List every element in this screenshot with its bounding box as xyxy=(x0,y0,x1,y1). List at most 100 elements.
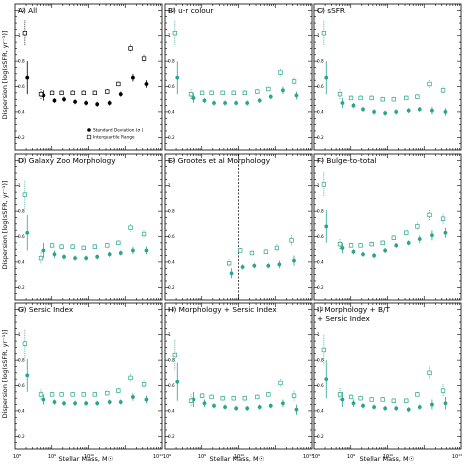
y-tick-label: 1 xyxy=(317,332,320,337)
panel-d: 0.2 0.4 0.6 0.8 1 1.2D) Galaxy Zoo Morphology xyxy=(14,153,163,301)
std-point xyxy=(223,405,227,410)
series-filled-e xyxy=(229,255,296,279)
legend-std-label: Standard Deviation (σ ) xyxy=(93,128,144,134)
x-tick-label: 10¹¹ xyxy=(452,454,462,460)
std-point xyxy=(372,110,376,114)
std-point xyxy=(41,397,46,402)
iqr-point xyxy=(49,90,55,96)
std-point xyxy=(383,406,388,411)
std-point xyxy=(268,94,273,99)
std-point xyxy=(266,263,271,268)
y-tick-label: 1.2 xyxy=(317,307,324,312)
std-point xyxy=(223,101,227,105)
iqr-point xyxy=(59,90,64,96)
iqr-point xyxy=(415,94,420,99)
panel-f: 0.2 0.4 0.6 0.8 1 1.2F) Bulge-to-total xyxy=(313,153,462,301)
std-point xyxy=(131,248,135,253)
y-tick-label: 1 xyxy=(18,183,21,188)
iqr-point xyxy=(128,225,133,230)
iqr-point xyxy=(391,398,396,403)
legend-iqr-marker xyxy=(86,134,92,140)
y-tick-label: 0.6 xyxy=(168,234,175,239)
y-tick-label: 0.8 xyxy=(168,209,175,214)
std-point xyxy=(394,243,399,248)
panel-h-title: H) Morphology + Sersic Index xyxy=(168,305,277,314)
iqr-point xyxy=(128,46,133,51)
std-point xyxy=(340,101,345,105)
std-point xyxy=(175,379,180,384)
iqr-point xyxy=(440,216,446,221)
std-point xyxy=(340,246,345,250)
iqr-point xyxy=(427,370,432,375)
panel-c-title: C) sSFR xyxy=(317,6,345,15)
panel-d-title: D) Galaxy Zoo Morphology xyxy=(18,156,116,165)
iqr-point xyxy=(38,255,44,261)
iqr-point xyxy=(404,230,409,235)
iqr-point xyxy=(141,382,147,387)
series-filled-f xyxy=(324,209,448,259)
x-tick-label: 10⁹ xyxy=(347,454,355,460)
iqr-point xyxy=(172,31,178,36)
panel-i-title-line2: + Sersic Index xyxy=(317,314,370,323)
iqr-point xyxy=(220,90,225,96)
iqr-point xyxy=(105,243,110,248)
iqr-point xyxy=(220,396,225,401)
x-tick-label: 10⁹ xyxy=(198,454,206,460)
std-point xyxy=(324,377,329,382)
panel-i-title: I) Morphology + B/T xyxy=(317,305,390,314)
iqr-point xyxy=(348,394,354,400)
y-tick-label: 0.6 xyxy=(168,383,175,388)
std-point xyxy=(268,403,273,408)
std-point xyxy=(41,248,46,253)
iqr-point xyxy=(188,398,194,403)
std-point xyxy=(406,407,411,412)
iqr-point xyxy=(92,244,97,249)
std-point xyxy=(394,406,399,411)
y-tick-label: 0.4 xyxy=(317,109,324,114)
std-point xyxy=(417,237,422,241)
y-tick-label: 0.4 xyxy=(168,259,175,264)
series-open-g xyxy=(22,329,147,400)
iqr-point xyxy=(249,250,255,256)
iqr-point xyxy=(255,394,260,400)
y-tick-label: 0.6 xyxy=(317,383,324,388)
iqr-point xyxy=(81,245,86,251)
iqr-point xyxy=(415,224,420,229)
iqr-point xyxy=(321,347,327,353)
iqr-point xyxy=(337,91,343,97)
y-tick-label: 0.6 xyxy=(317,234,324,239)
std-point xyxy=(84,256,89,261)
iqr-point xyxy=(369,397,374,402)
panel-h: 0.2 0.4 0.6 0.8 1 1.2 10⁹ 10⁹ 10¹⁰ 10¹¹ H) Morphol… xyxy=(163,302,313,460)
iqr-point xyxy=(321,31,327,36)
y-tick-label: 0.6 xyxy=(18,234,25,239)
y-tick-label: 1.2 xyxy=(18,8,25,13)
panel-d-frame xyxy=(14,153,163,301)
legend-std-marker xyxy=(87,128,91,132)
x-tick-label: 10⁹ xyxy=(13,454,21,460)
x-tick-label: 10¹⁰ xyxy=(234,454,244,460)
iqr-point xyxy=(369,95,374,101)
series-open-d xyxy=(22,180,147,265)
y-tick-label: 0.2 xyxy=(317,434,324,439)
std-point xyxy=(25,230,30,235)
iqr-point xyxy=(440,388,446,393)
x-tick-label: 10⁹ xyxy=(163,454,171,460)
y-tick-label: 0.4 xyxy=(18,408,25,413)
y-axis-label-row3: Dispersion [log(sSFR, yr⁻¹)] xyxy=(1,330,9,419)
iqr-point xyxy=(81,392,86,397)
std-point xyxy=(73,256,77,261)
iqr-point xyxy=(321,182,327,187)
std-point xyxy=(406,108,411,113)
iqr-point xyxy=(128,375,133,381)
std-point xyxy=(417,107,422,112)
y-tick-label: 0.6 xyxy=(168,84,175,89)
panel-f-frame xyxy=(313,153,462,301)
y-tick-label: 0.2 xyxy=(18,135,25,140)
y-tick-label: 1.2 xyxy=(168,307,175,312)
x-tick-label: 10⁹ xyxy=(48,454,56,460)
y-tick-label: 1 xyxy=(168,183,171,188)
series-filled-d xyxy=(25,214,149,261)
panel-b-title: B) u-r colour xyxy=(168,6,213,15)
